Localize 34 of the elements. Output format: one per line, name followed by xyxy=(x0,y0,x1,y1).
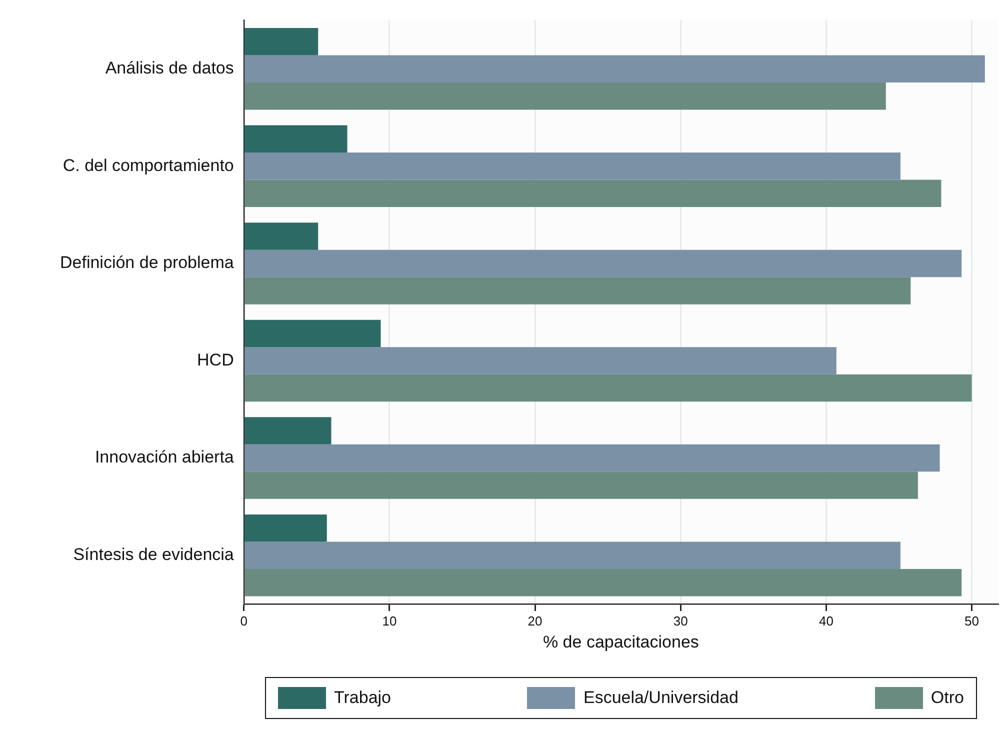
bar xyxy=(244,514,327,542)
bar xyxy=(244,417,332,444)
bar xyxy=(244,28,318,56)
bar xyxy=(244,55,985,82)
legend-label: Escuela/Universidad xyxy=(583,688,738,708)
y-tick-label: Síntesis de evidencia xyxy=(73,545,234,564)
legend-label: Trabajo xyxy=(334,688,392,708)
bar xyxy=(244,320,381,348)
bar xyxy=(244,152,900,180)
x-tick-label: 30 xyxy=(673,613,688,628)
bar xyxy=(244,472,918,499)
bar xyxy=(244,374,972,402)
x-tick-label: 10 xyxy=(382,613,397,628)
bar xyxy=(244,277,911,304)
bar xyxy=(244,125,348,153)
bar xyxy=(244,222,318,250)
bar xyxy=(244,542,900,569)
x-tick-label: 20 xyxy=(528,613,542,628)
legend-label: Otro xyxy=(930,688,964,708)
bar xyxy=(244,82,886,110)
x-tick-label: 50 xyxy=(964,613,980,628)
y-tick-label: HCD xyxy=(197,350,234,370)
x-tick-label: 0 xyxy=(240,613,248,628)
bar xyxy=(244,180,942,208)
x-axis-title: % de capacitaciones xyxy=(542,632,699,652)
x-tick-label: 40 xyxy=(818,613,834,628)
y-tick-label: C. del comportamiento xyxy=(62,156,234,175)
bar xyxy=(244,444,940,472)
bar xyxy=(244,347,836,374)
y-tick-label: Definición de problema xyxy=(60,253,234,272)
bar xyxy=(244,250,962,278)
y-tick-label: Análisis de datos xyxy=(105,58,234,78)
y-tick-label: Innovación abierta xyxy=(94,448,234,467)
bar xyxy=(244,568,962,596)
